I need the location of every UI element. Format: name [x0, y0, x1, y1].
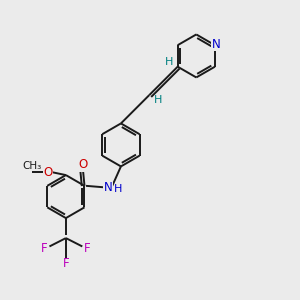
Text: N: N — [104, 181, 113, 194]
Text: CH₃: CH₃ — [23, 160, 42, 170]
Text: F: F — [84, 242, 91, 255]
Text: N: N — [212, 38, 220, 51]
Text: H: H — [165, 57, 173, 67]
Text: F: F — [63, 257, 69, 270]
Text: F: F — [41, 242, 47, 255]
Text: O: O — [78, 158, 88, 171]
Text: H: H — [114, 184, 122, 194]
Text: O: O — [43, 166, 52, 178]
Text: H: H — [154, 95, 162, 105]
